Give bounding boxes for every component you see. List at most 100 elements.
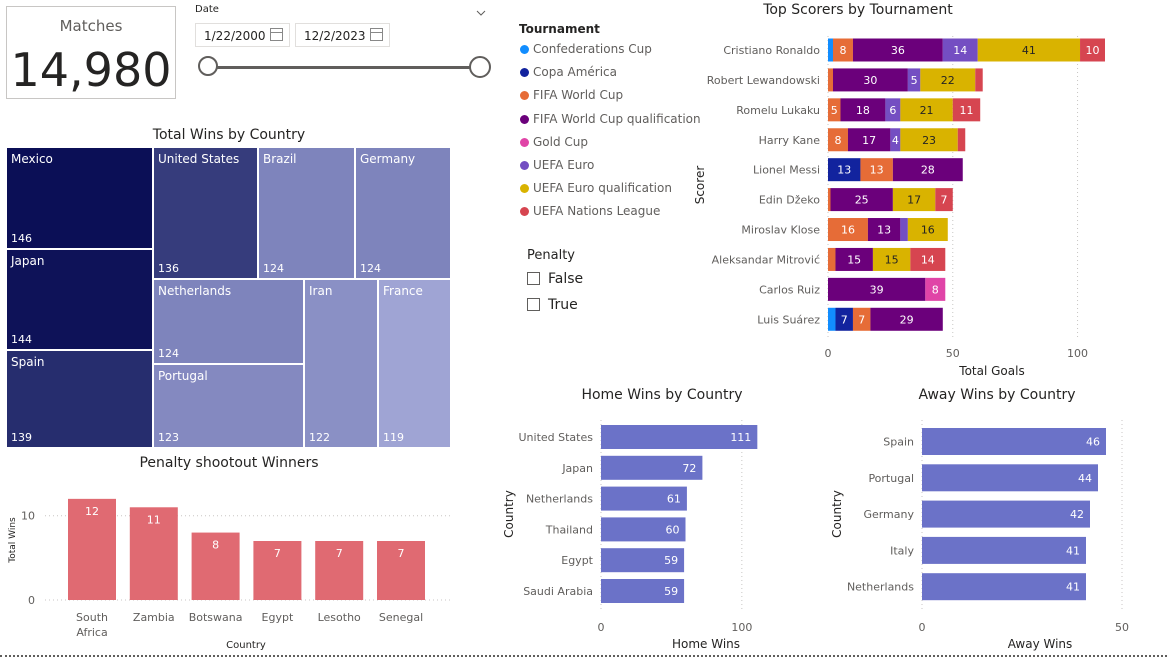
chart-title: Penalty shootout Winners — [139, 455, 318, 471]
bar — [315, 541, 364, 600]
date-range-end-handle[interactable] — [469, 56, 491, 78]
bar-segment — [907, 218, 948, 242]
x-tick-label: 0 — [598, 621, 605, 634]
data-label: 4 — [892, 134, 899, 147]
y-tick-label: Thailand — [545, 523, 593, 536]
y-tick-label: Aleksandar Mitrović — [712, 253, 820, 266]
x-tick-label: 100 — [731, 621, 752, 634]
treemap-cell-value: 124 — [263, 262, 284, 275]
legend-item[interactable]: UEFA Euro — [520, 158, 594, 172]
x-axis-title: Home Wins — [672, 637, 740, 651]
calendar-icon[interactable] — [270, 28, 283, 41]
data-label: 23 — [922, 134, 936, 147]
bar-segment — [835, 247, 873, 271]
data-label: 61 — [667, 493, 681, 506]
treemap-cell-value: 122 — [309, 431, 330, 444]
data-label: 7 — [274, 547, 281, 560]
legend-label: Copa América — [533, 65, 618, 80]
legend-item[interactable]: UEFA Nations League — [520, 204, 660, 218]
chevron-down-icon[interactable] — [476, 2, 486, 16]
penalty-option-true[interactable]: True — [527, 297, 578, 313]
y-tick-label: Germany — [863, 508, 914, 521]
treemap-cell-mexico[interactable]: Mexico 146 — [6, 147, 153, 249]
treemap: Mexico 146 Japan 144 Spain 139 United State… — [6, 147, 451, 448]
legend-item[interactable]: Confederations Cup — [520, 42, 652, 56]
bar — [601, 517, 686, 542]
bar — [922, 428, 1106, 455]
penalty-option-label: True — [548, 297, 578, 313]
treemap-cell-name: United States — [158, 152, 240, 166]
data-label: 36 — [891, 44, 905, 57]
data-label: 25 — [855, 194, 869, 207]
chart-title: Top Scorers by Tournament — [762, 2, 953, 18]
treemap-cell-france[interactable]: France 119 — [378, 279, 451, 448]
y-tick-label: Netherlands — [847, 581, 914, 594]
penalty-option-false[interactable]: False — [527, 271, 583, 287]
treemap-cell-brazil[interactable]: Brazil 124 — [258, 147, 355, 279]
bar-segment — [975, 68, 983, 92]
treemap-cell-germany[interactable]: Germany 124 — [355, 147, 451, 279]
data-label: 17 — [862, 134, 876, 147]
legend-item[interactable]: UEFA Euro qualification — [520, 181, 672, 195]
legend-marker — [520, 91, 529, 101]
treemap-title: Total Wins by Country — [152, 127, 306, 143]
checkbox-icon[interactable] — [527, 298, 540, 311]
data-label: 59 — [664, 554, 678, 567]
data-label: 8 — [932, 283, 939, 296]
legend-item[interactable]: FIFA World Cup — [520, 88, 623, 102]
treemap-cell-japan[interactable]: Japan 144 — [6, 249, 153, 350]
tournament-legend-title: Tournament — [519, 22, 600, 36]
y-axis-title: Country — [830, 490, 844, 538]
bar — [129, 507, 178, 600]
start-date-input[interactable]: 1/22/2000 — [195, 23, 290, 47]
data-label: 11 — [147, 513, 161, 526]
data-label: 39 — [870, 283, 884, 296]
bar-segment — [828, 68, 833, 92]
y-tick-label: Edin Džeko — [759, 194, 820, 207]
data-label: 7 — [941, 194, 948, 207]
data-label: 5 — [831, 104, 838, 117]
legend-label: Confederations Cup — [533, 42, 652, 56]
x-axis-title: Country — [226, 640, 266, 651]
treemap-cell-name: Portugal — [158, 369, 208, 383]
data-label: 60 — [666, 523, 680, 536]
data-label: 16 — [921, 224, 935, 237]
penalty-option-label: False — [548, 271, 584, 287]
x-tick-label: 100 — [1067, 347, 1088, 360]
y-axis-title: Total Wins — [8, 517, 18, 564]
bar-segment — [828, 98, 841, 122]
bar — [601, 486, 687, 511]
bar-segment — [870, 307, 943, 331]
bar-segment — [977, 38, 1081, 62]
matches-card-label: Matches — [59, 17, 123, 35]
y-tick-label: Japan — [561, 462, 593, 475]
page-bottom-divider — [0, 655, 1167, 657]
legend-item[interactable]: FIFA World Cup qualification — [520, 112, 701, 126]
bar — [601, 548, 685, 573]
treemap-cell-spain[interactable]: Spain 139 — [6, 350, 153, 448]
data-label: 16 — [841, 224, 855, 237]
x-tick-label: 50 — [1115, 621, 1129, 634]
y-tick-label: Luis Suárez — [757, 313, 820, 326]
data-label: 42 — [1070, 508, 1084, 521]
bar-segment — [892, 188, 936, 212]
bar-segment — [835, 307, 853, 331]
treemap-cell-united-states[interactable]: United States 136 — [153, 147, 258, 279]
end-date-input[interactable]: 12/2/2023 — [295, 23, 390, 47]
checkbox-icon[interactable] — [527, 272, 540, 285]
legend-label: UEFA Euro qualification — [533, 181, 672, 196]
y-axis-title: Country — [502, 490, 516, 538]
data-label: 8 — [839, 44, 846, 57]
treemap-cell-portugal[interactable]: Portugal 123 — [153, 364, 304, 448]
legend-item[interactable]: Gold Cup — [520, 135, 588, 149]
date-range-start-handle[interactable] — [198, 56, 218, 76]
legend-item[interactable]: Copa América — [520, 65, 617, 79]
bar-segment — [847, 128, 891, 152]
top-scorers-chart: Top Scorers by Tournament 0 50 100 Total Goa… — [693, 2, 1105, 378]
legend-label: UEFA Nations League — [533, 204, 661, 219]
data-label: 13 — [837, 164, 851, 177]
treemap-cell-netherlands[interactable]: Netherlands 124 — [153, 279, 304, 364]
treemap-cell-iran[interactable]: Iran 122 — [304, 279, 378, 448]
calendar-icon[interactable] — [370, 28, 383, 41]
bar — [191, 532, 240, 600]
